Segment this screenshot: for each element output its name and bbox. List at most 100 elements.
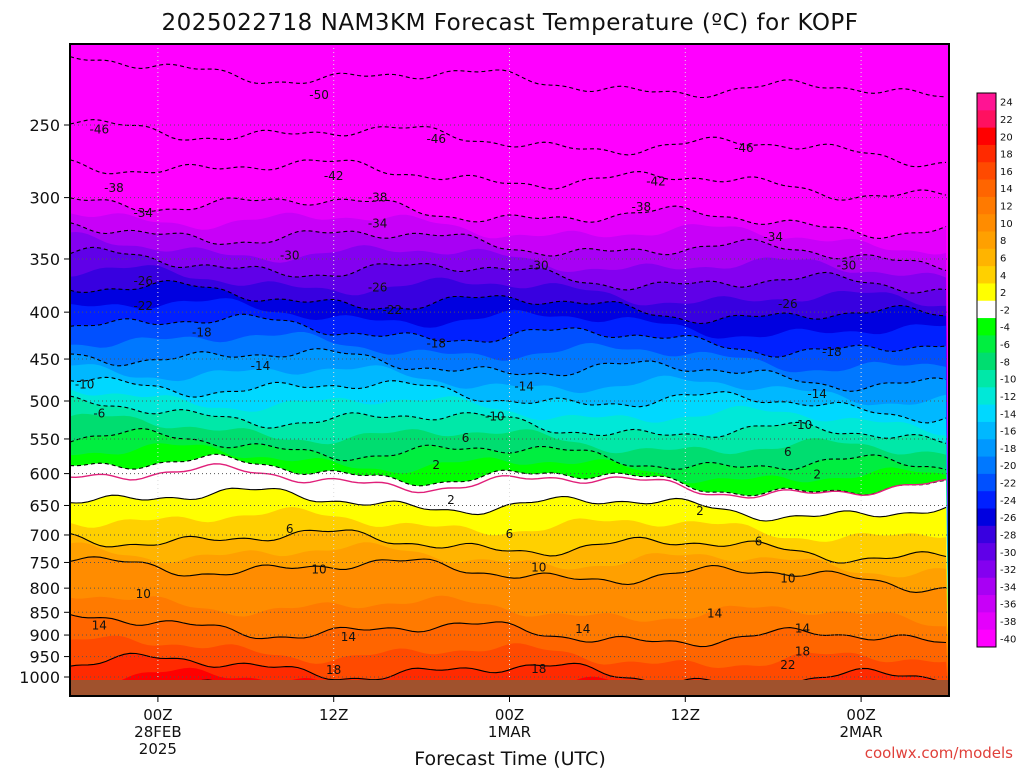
svg-text:14: 14 xyxy=(795,621,810,635)
y-tick-label: 850 xyxy=(29,603,60,622)
y-axis: 250 300 350 400 450 500 550 600 650 700 750 800 850 9… xyxy=(19,116,70,687)
contour-label: 2 xyxy=(432,458,440,472)
svg-text:-46: -46 xyxy=(426,132,446,146)
contour-label: 14 xyxy=(795,621,810,635)
svg-text:22: 22 xyxy=(780,658,795,672)
contour-label: -30 xyxy=(280,249,300,263)
svg-text:6: 6 xyxy=(755,535,763,549)
colorbar-swatch xyxy=(977,560,996,579)
colorbar-swatch xyxy=(977,508,996,527)
y-tick-label: 1000 xyxy=(19,668,60,687)
svg-text:-10: -10 xyxy=(485,410,505,424)
contour-label: 6 xyxy=(506,527,514,541)
svg-text:-26: -26 xyxy=(133,274,153,288)
y-tick-label: 550 xyxy=(29,430,60,449)
colorbar-swatch xyxy=(977,300,996,319)
y-tick-label: 700 xyxy=(29,526,60,545)
contour-label: -26 xyxy=(778,297,798,311)
colorbar-swatch xyxy=(977,248,996,267)
colorbar-swatch xyxy=(977,577,996,596)
svg-text:14: 14 xyxy=(707,607,722,621)
colorbar-swatch xyxy=(977,214,996,232)
svg-text:-34: -34 xyxy=(368,216,388,230)
colorbar-swatch xyxy=(977,473,996,492)
contour-label: 6 xyxy=(286,522,294,536)
contour-label: 10 xyxy=(136,587,151,601)
x-tick-label: 28FEB xyxy=(134,723,181,741)
svg-text:2: 2 xyxy=(696,504,704,518)
contour-14 xyxy=(70,613,947,648)
colorbar-label: -16 xyxy=(1000,427,1016,438)
contour--6 xyxy=(70,428,947,471)
svg-text:10: 10 xyxy=(780,572,795,586)
colorbar-label: -36 xyxy=(1000,600,1016,611)
contour-label: -10 xyxy=(75,378,95,392)
colorbar-swatch xyxy=(977,352,996,371)
svg-text:14: 14 xyxy=(341,630,356,644)
svg-text:18: 18 xyxy=(326,663,341,677)
colorbar-swatch xyxy=(977,93,996,111)
contour-6 xyxy=(70,529,947,564)
contour-label: -10 xyxy=(485,410,505,424)
colorbar-swatch xyxy=(977,110,996,129)
contour--46 xyxy=(70,119,947,168)
x-tick-label: 2025 xyxy=(139,740,177,758)
svg-text:-22: -22 xyxy=(382,303,402,317)
contour-10 xyxy=(70,556,947,593)
colorbar-label: -32 xyxy=(1000,565,1016,576)
colorbar-label: -10 xyxy=(1000,375,1016,386)
contour-labels: -50 -46 -46 -46 -42 -42 -38 -38 -38 -34 -34 -34 -30 -… xyxy=(75,88,856,677)
colorbar-label: 20 xyxy=(1000,132,1013,143)
x-axis-label: Forecast Time (UTC) xyxy=(414,748,605,768)
contour-label: 2 xyxy=(447,493,455,507)
contour--2 xyxy=(70,453,947,497)
svg-text:18: 18 xyxy=(795,645,810,659)
svg-text:-6: -6 xyxy=(93,407,105,421)
colorbar-label: 24 xyxy=(1000,98,1013,109)
svg-text:2: 2 xyxy=(813,467,821,481)
contour-label: -38 xyxy=(632,200,652,214)
colorbar-swatch xyxy=(977,127,996,146)
contour-label: -10 xyxy=(793,418,813,432)
ground-bar xyxy=(70,680,949,696)
colorbar-label: -6 xyxy=(1000,340,1010,351)
svg-text:10: 10 xyxy=(311,562,326,576)
colorbar-label: 22 xyxy=(1000,115,1013,126)
colorbar-label: 8 xyxy=(1000,236,1006,247)
colorbar-label: 16 xyxy=(1000,167,1013,178)
contour-label: -18 xyxy=(192,326,212,340)
colorbar-frame xyxy=(976,92,997,648)
colorbar-swatch xyxy=(977,456,996,475)
contour-label: -30 xyxy=(529,259,549,273)
colorbar-label: 2 xyxy=(1000,288,1006,299)
colorbar-swatch xyxy=(977,231,996,250)
colorbar-label: 4 xyxy=(1000,271,1006,282)
contour-label: 10 xyxy=(531,561,546,575)
svg-text:10: 10 xyxy=(136,587,151,601)
y-tick-label: 250 xyxy=(29,116,60,135)
colorbar-swatch xyxy=(977,612,996,631)
contour-label: -42 xyxy=(324,169,344,183)
svg-text:-18: -18 xyxy=(192,326,212,340)
svg-text:6: 6 xyxy=(506,527,514,541)
svg-text:-14: -14 xyxy=(514,379,534,393)
colorbar-swatch xyxy=(977,266,996,284)
svg-text:-34: -34 xyxy=(763,230,783,244)
contour--38 xyxy=(70,197,947,239)
colorbar-label: -22 xyxy=(1000,479,1016,490)
contour-label: 18 xyxy=(326,663,341,677)
svg-text:-42: -42 xyxy=(324,169,344,183)
colorbar-label: -12 xyxy=(1000,392,1016,403)
svg-text:-30: -30 xyxy=(280,249,300,263)
colorbar-label: 6 xyxy=(1000,253,1006,264)
contour-label: 14 xyxy=(707,607,722,621)
y-tick-label: 950 xyxy=(29,648,60,667)
contour--10 xyxy=(70,395,947,444)
contour--50 xyxy=(70,56,947,99)
contour-label: -34 xyxy=(133,206,153,220)
svg-text:-34: -34 xyxy=(133,206,153,220)
colorbar-swatch xyxy=(977,491,996,509)
svg-text:14: 14 xyxy=(575,622,590,636)
y-tick-label: 400 xyxy=(29,303,60,322)
